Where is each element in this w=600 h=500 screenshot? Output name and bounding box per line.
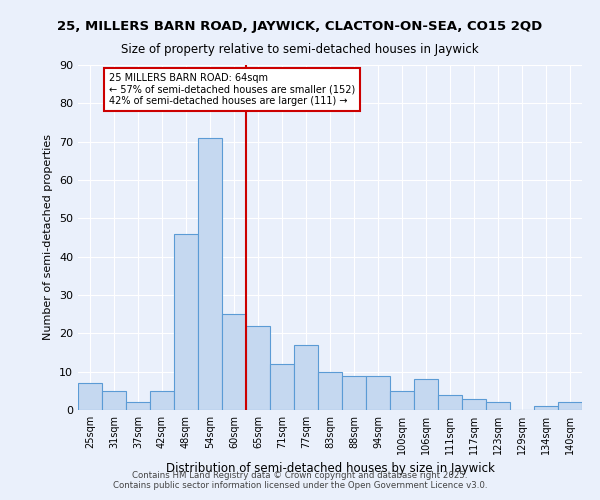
Text: Contains HM Land Registry data © Crown copyright and database right 2025.
Contai: Contains HM Land Registry data © Crown c…	[113, 470, 487, 490]
Text: Size of property relative to semi-detached houses in Jaywick: Size of property relative to semi-detach…	[121, 42, 479, 56]
Bar	[414, 380, 438, 410]
Bar	[390, 391, 414, 410]
Bar	[294, 345, 318, 410]
Bar	[102, 391, 126, 410]
Text: 25 MILLERS BARN ROAD: 64sqm
← 57% of semi-detached houses are smaller (152)
42% : 25 MILLERS BARN ROAD: 64sqm ← 57% of sem…	[109, 72, 355, 106]
Bar	[126, 402, 150, 410]
Bar	[174, 234, 198, 410]
Bar	[486, 402, 510, 410]
Bar	[462, 398, 486, 410]
Bar	[558, 402, 582, 410]
Bar	[438, 394, 462, 410]
Bar	[366, 376, 390, 410]
Bar	[270, 364, 294, 410]
Bar	[198, 138, 222, 410]
Bar	[78, 383, 102, 410]
Bar	[246, 326, 270, 410]
Y-axis label: Number of semi-detached properties: Number of semi-detached properties	[43, 134, 53, 340]
Bar	[222, 314, 246, 410]
Bar	[342, 376, 366, 410]
Text: 25, MILLERS BARN ROAD, JAYWICK, CLACTON-ON-SEA, CO15 2QD: 25, MILLERS BARN ROAD, JAYWICK, CLACTON-…	[58, 20, 542, 33]
Bar	[150, 391, 174, 410]
Bar	[318, 372, 342, 410]
Bar	[534, 406, 558, 410]
X-axis label: Distribution of semi-detached houses by size in Jaywick: Distribution of semi-detached houses by …	[166, 462, 494, 475]
